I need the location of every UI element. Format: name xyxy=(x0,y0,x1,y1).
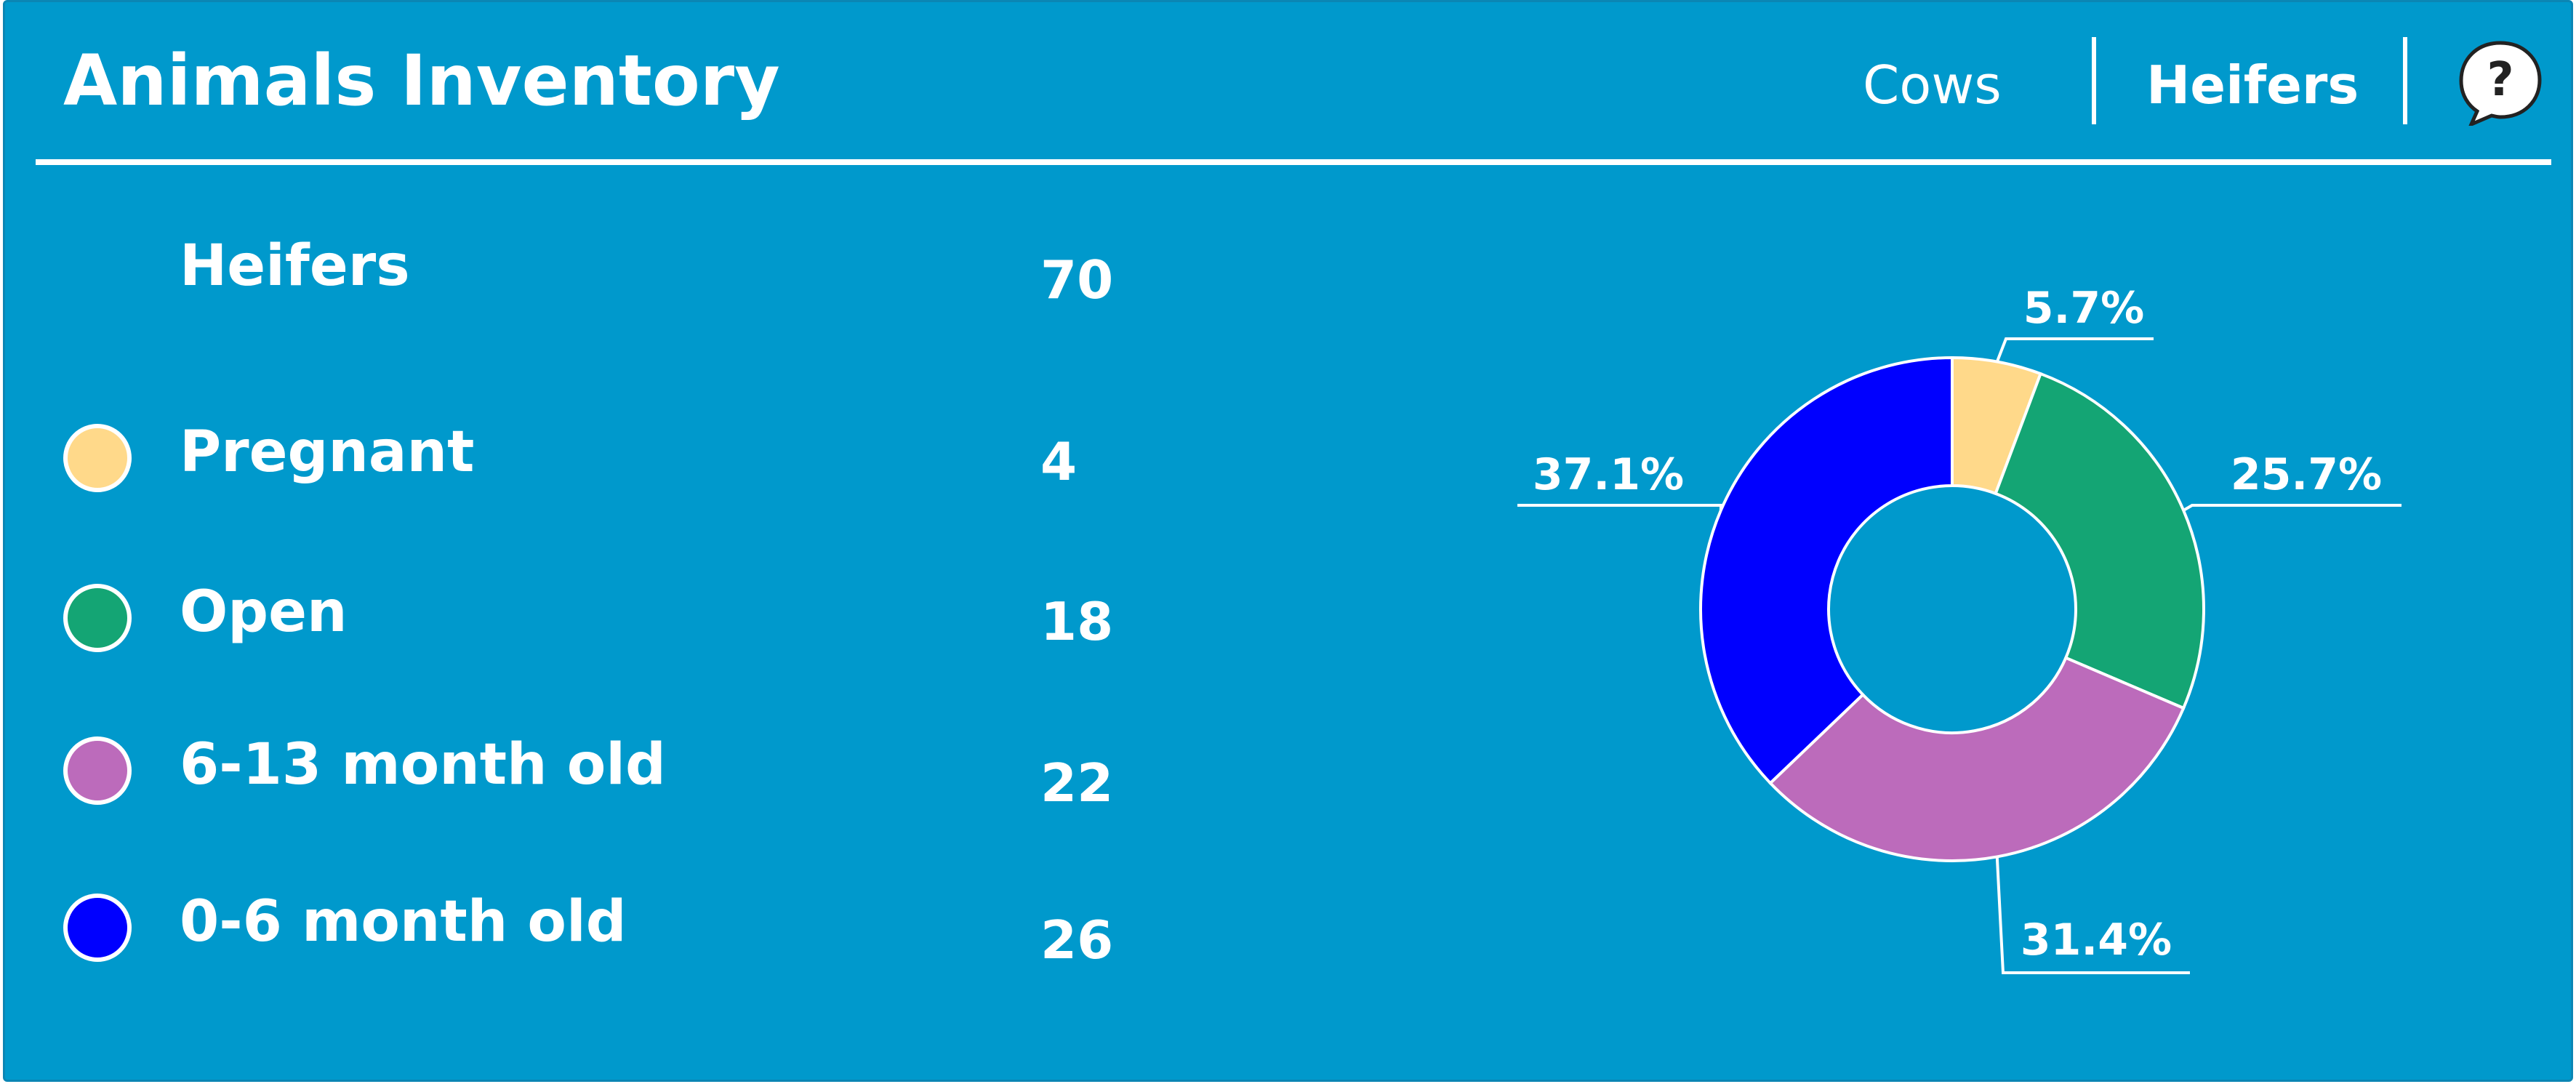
donut-slice-0-6-month-old xyxy=(1699,356,1954,785)
percent-label-pregnant: 5.7% xyxy=(2023,283,2144,334)
tab-divider xyxy=(2403,37,2407,124)
category-value: 22 xyxy=(1040,752,1114,814)
legend-dot-pregnant xyxy=(63,424,132,492)
tab-divider xyxy=(2092,37,2096,124)
category-label: 6-13 month old xyxy=(180,732,666,798)
list-item-open: Open 18 xyxy=(5,579,1168,671)
summary-label: Heifers xyxy=(180,233,410,299)
leader-line xyxy=(1517,504,1723,511)
legend-dot-0-6-month-old xyxy=(63,894,132,962)
svg-text:?: ? xyxy=(2487,53,2513,107)
tab-heifers[interactable]: Heifers xyxy=(2146,55,2359,116)
header-divider xyxy=(36,159,2551,165)
percent-label-6-13-month-old: 31.4% xyxy=(2021,915,2172,965)
list-item-6-13-month-old: 6-13 month old 22 xyxy=(5,732,1168,824)
tab-cows[interactable]: Cows xyxy=(1863,55,2002,116)
category-label: 0-6 month old xyxy=(180,889,627,955)
donut-slice-open xyxy=(1994,372,2205,710)
category-value: 18 xyxy=(1040,591,1114,652)
percent-label-0-6-month-old: 37.1% xyxy=(1533,449,1684,500)
help-icon[interactable]: ? xyxy=(2457,39,2544,126)
category-value: 4 xyxy=(1040,431,1078,492)
leader-line xyxy=(1995,856,2190,974)
animals-inventory-panel: Animals Inventory Cows Heifers ? Heifers… xyxy=(3,0,2573,1082)
leader-line xyxy=(2183,504,2402,512)
legend-dot-6-13-month-old xyxy=(63,736,132,805)
category-label: Open xyxy=(180,579,348,645)
list-item-pregnant: Pregnant 4 xyxy=(5,419,1168,511)
category-value: 26 xyxy=(1040,910,1114,971)
legend-dot-open xyxy=(63,584,132,652)
donut-slice-pregnant xyxy=(1951,356,2043,496)
summary-total: 70 xyxy=(1040,249,1114,310)
panel-title: Animals Inventory xyxy=(63,40,780,121)
leader-line xyxy=(1995,337,2154,363)
donut-slice-6-13-month-old xyxy=(1768,656,2186,862)
list-item-0-6-month-old: 0-6 month old 26 xyxy=(5,889,1168,981)
category-label: Pregnant xyxy=(180,419,475,485)
percent-label-open: 25.7% xyxy=(2231,449,2382,500)
